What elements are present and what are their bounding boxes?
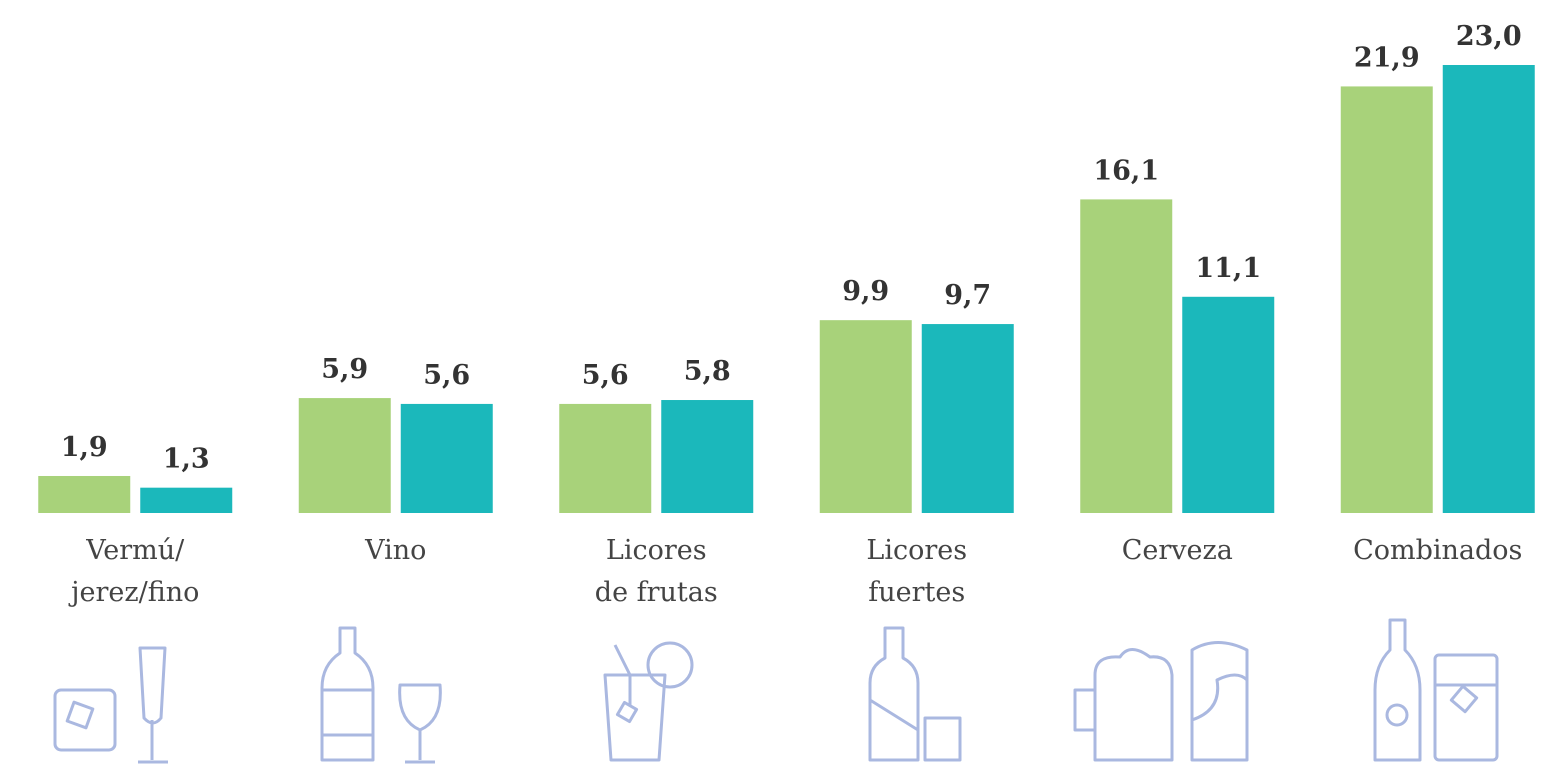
bar xyxy=(38,475,131,513)
value-label: 16,1 xyxy=(1093,155,1159,186)
category-label: Combinados xyxy=(1353,535,1523,566)
bar xyxy=(819,320,912,513)
bar xyxy=(1182,296,1275,513)
bar xyxy=(298,398,391,513)
value-label: 5,9 xyxy=(321,354,368,385)
value-label: 5,8 xyxy=(684,356,731,387)
value-label: 21,9 xyxy=(1354,42,1420,73)
bar xyxy=(400,403,493,513)
category-label: Vino xyxy=(365,535,427,566)
bar xyxy=(140,487,233,513)
drink-icons xyxy=(53,618,1499,764)
bar xyxy=(921,324,1014,513)
value-label: 1,9 xyxy=(61,432,108,463)
bar xyxy=(1442,65,1535,513)
value-label: 9,7 xyxy=(944,280,991,311)
bar xyxy=(661,400,754,513)
value-label: 5,6 xyxy=(423,360,470,391)
value-label: 11,1 xyxy=(1195,253,1261,284)
value-label: 23,0 xyxy=(1456,21,1522,52)
bar xyxy=(559,403,652,513)
value-label: 1,3 xyxy=(163,444,210,475)
category-label: Licores fuertes xyxy=(866,535,968,608)
category-label: Cerveza xyxy=(1121,535,1233,566)
category-label: Licores de frutas xyxy=(594,535,718,608)
bar xyxy=(1080,199,1173,513)
category-label: Vermú/ jerez/fino xyxy=(71,535,200,608)
bar xyxy=(1340,86,1433,513)
value-label: 9,9 xyxy=(842,276,889,307)
value-label: 5,6 xyxy=(582,360,629,391)
